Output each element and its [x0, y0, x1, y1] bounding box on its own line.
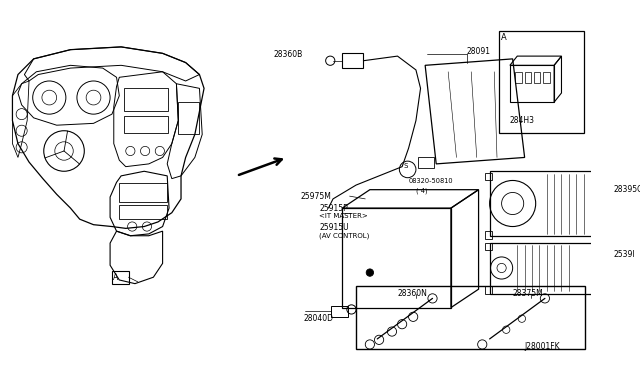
Bar [342, 208, 451, 308]
Bar [499, 31, 584, 132]
Text: 25915U: 25915U [319, 223, 349, 232]
Bar [119, 205, 167, 219]
Text: (AV CONTROL): (AV CONTROL) [319, 232, 369, 238]
Bar [485, 286, 492, 294]
Text: 25915P: 25915P [319, 203, 348, 212]
Text: 28395Q: 28395Q [614, 185, 640, 194]
Bar [342, 53, 362, 68]
Bar [490, 243, 605, 294]
Text: A: A [500, 33, 506, 42]
Bar [485, 231, 492, 238]
Bar [543, 72, 550, 83]
Text: 28360N: 28360N [397, 289, 428, 298]
Text: 284H3: 284H3 [510, 116, 535, 125]
Bar [124, 116, 168, 132]
Text: 28375M: 28375M [513, 289, 543, 298]
Bar [485, 243, 492, 250]
Text: <IT MASTER>: <IT MASTER> [319, 213, 368, 219]
Bar [331, 306, 348, 317]
Bar [119, 183, 167, 202]
Text: 25975M: 25975M [301, 192, 332, 202]
Text: 28360B: 28360B [273, 49, 302, 59]
Text: 2539I: 2539I [614, 250, 636, 259]
Text: 28040D: 28040D [303, 314, 333, 323]
Text: 28091: 28091 [467, 47, 491, 56]
Text: A: A [113, 273, 118, 282]
Bar [605, 231, 612, 238]
Bar [112, 271, 129, 283]
Circle shape [366, 269, 374, 276]
Text: 08320-50810: 08320-50810 [408, 178, 453, 184]
Text: ( 4): ( 4) [416, 188, 428, 194]
Bar [356, 286, 584, 349]
Text: S: S [404, 163, 408, 169]
Bar [534, 72, 540, 83]
Bar [490, 171, 605, 236]
Bar [605, 286, 612, 294]
Bar [418, 157, 435, 169]
Bar [605, 173, 612, 180]
Bar [485, 173, 492, 180]
Text: J28001FK: J28001FK [525, 342, 560, 351]
Bar [124, 89, 168, 111]
Bar [515, 72, 522, 83]
Bar [179, 102, 198, 134]
Bar [525, 72, 531, 83]
Bar [605, 243, 612, 250]
